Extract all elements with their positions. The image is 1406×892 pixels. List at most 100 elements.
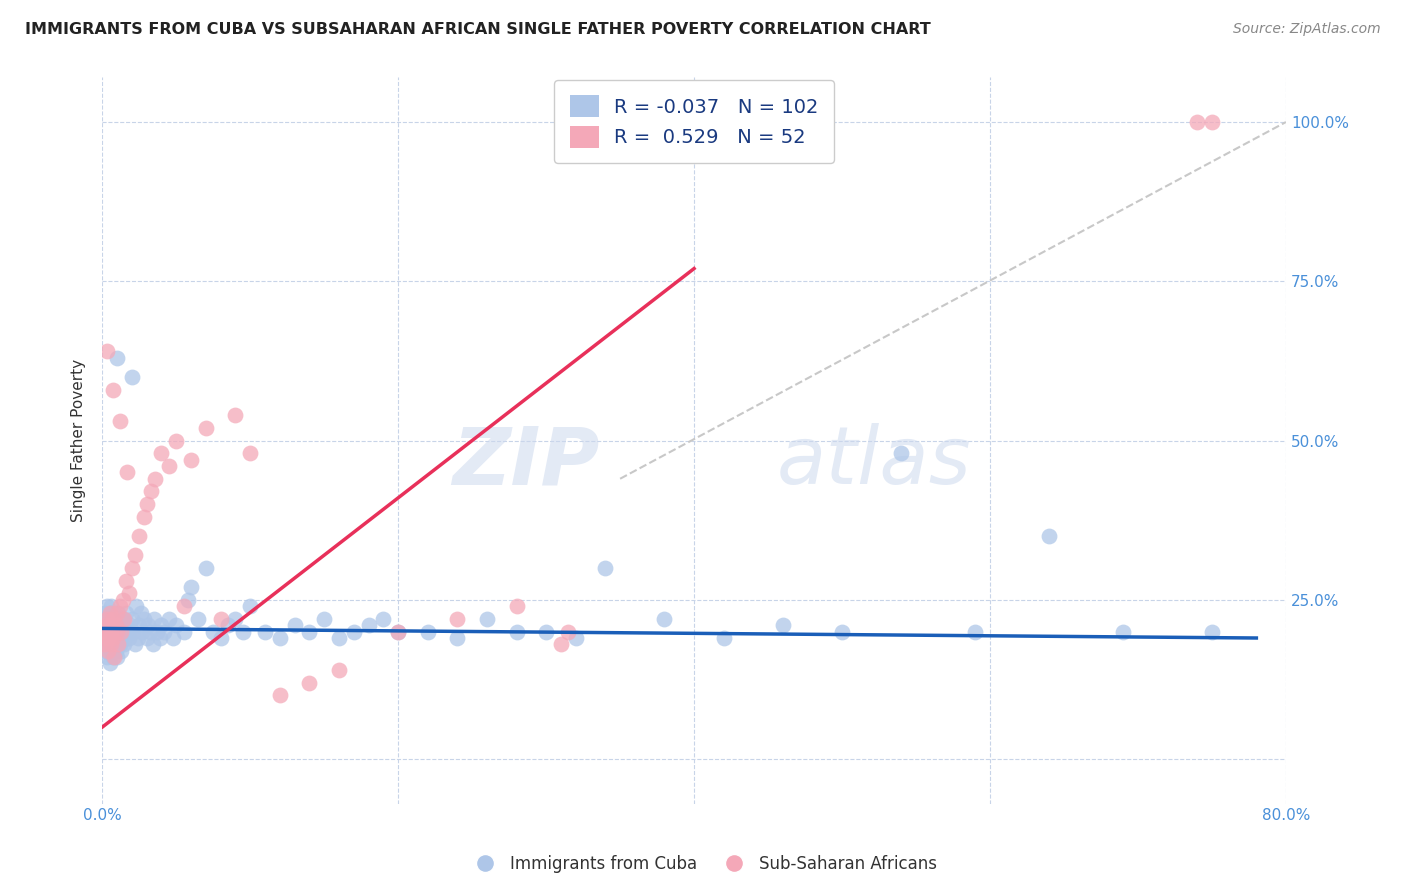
Point: [110, 631, 132, 645]
Point: [117, 624, 139, 639]
Point: [165, 618, 187, 632]
Point: [713, 631, 735, 645]
Text: IMMIGRANTS FROM CUBA VS SUBSAHARAN AFRICAN SINGLE FATHER POVERTY CORRELATION CHA: IMMIGRANTS FROM CUBA VS SUBSAHARAN AFRIC…: [25, 22, 931, 37]
Point: [118, 631, 141, 645]
Point: [118, 586, 141, 600]
Point: [129, 606, 152, 620]
Point: [534, 624, 557, 639]
Point: [550, 637, 572, 651]
Point: [416, 624, 439, 639]
Point: [107, 624, 129, 639]
Point: [112, 624, 135, 639]
Point: [93, 637, 115, 651]
Point: [475, 612, 498, 626]
Point: [97, 637, 120, 651]
Point: [284, 618, 307, 632]
Point: [446, 612, 468, 626]
Point: [187, 612, 209, 626]
Point: [93, 624, 115, 639]
Point: [122, 624, 145, 639]
Point: [107, 606, 129, 620]
Point: [101, 631, 124, 645]
Point: [121, 612, 143, 626]
Point: [111, 592, 134, 607]
Point: [104, 624, 127, 639]
Point: [97, 644, 120, 658]
Point: [108, 414, 131, 428]
Point: [105, 650, 128, 665]
Point: [157, 612, 180, 626]
Point: [1201, 115, 1223, 129]
Point: [143, 612, 166, 626]
Point: [107, 637, 129, 651]
Point: [157, 458, 180, 473]
Point: [96, 599, 118, 614]
Point: [446, 631, 468, 645]
Point: [595, 561, 617, 575]
Point: [1038, 529, 1060, 543]
Point: [1112, 624, 1135, 639]
Point: [100, 624, 122, 639]
Point: [136, 618, 159, 632]
Point: [145, 472, 167, 486]
Point: [112, 637, 135, 651]
Point: [180, 452, 202, 467]
Point: [94, 612, 117, 626]
Point: [124, 637, 146, 651]
Point: [153, 624, 176, 639]
Point: [831, 624, 853, 639]
Point: [135, 631, 157, 645]
Point: [96, 650, 118, 665]
Point: [269, 689, 291, 703]
Point: [96, 624, 118, 639]
Point: [557, 624, 579, 639]
Point: [103, 618, 125, 632]
Text: ZIP: ZIP: [451, 424, 599, 501]
Point: [103, 637, 125, 651]
Point: [97, 631, 120, 645]
Point: [96, 344, 118, 359]
Point: [108, 637, 131, 651]
Point: [139, 484, 162, 499]
Text: Source: ZipAtlas.com: Source: ZipAtlas.com: [1233, 22, 1381, 37]
Point: [121, 369, 143, 384]
Point: [94, 637, 117, 651]
Point: [105, 612, 128, 626]
Point: [173, 624, 195, 639]
Point: [194, 561, 217, 575]
Point: [357, 618, 380, 632]
Point: [1201, 624, 1223, 639]
Point: [105, 606, 128, 620]
Point: [654, 612, 676, 626]
Point: [97, 624, 120, 639]
Legend: R = -0.037   N = 102, R =  0.529   N = 52: R = -0.037 N = 102, R = 0.529 N = 52: [554, 80, 834, 163]
Point: [202, 624, 225, 639]
Point: [98, 631, 121, 645]
Point: [177, 592, 200, 607]
Point: [94, 606, 117, 620]
Point: [101, 631, 124, 645]
Point: [173, 599, 195, 614]
Point: [387, 624, 409, 639]
Point: [343, 624, 366, 639]
Point: [115, 574, 138, 588]
Point: [239, 599, 262, 614]
Point: [138, 624, 160, 639]
Point: [128, 618, 150, 632]
Point: [105, 351, 128, 365]
Point: [103, 606, 125, 620]
Point: [146, 624, 169, 639]
Point: [132, 612, 155, 626]
Text: atlas: atlas: [778, 424, 972, 501]
Point: [124, 548, 146, 562]
Point: [209, 631, 232, 645]
Point: [125, 599, 148, 614]
Point: [328, 631, 350, 645]
Point: [94, 644, 117, 658]
Point: [180, 580, 202, 594]
Point: [239, 446, 262, 460]
Point: [105, 624, 128, 639]
Point: [772, 618, 794, 632]
Point: [135, 497, 157, 511]
Point: [269, 631, 291, 645]
